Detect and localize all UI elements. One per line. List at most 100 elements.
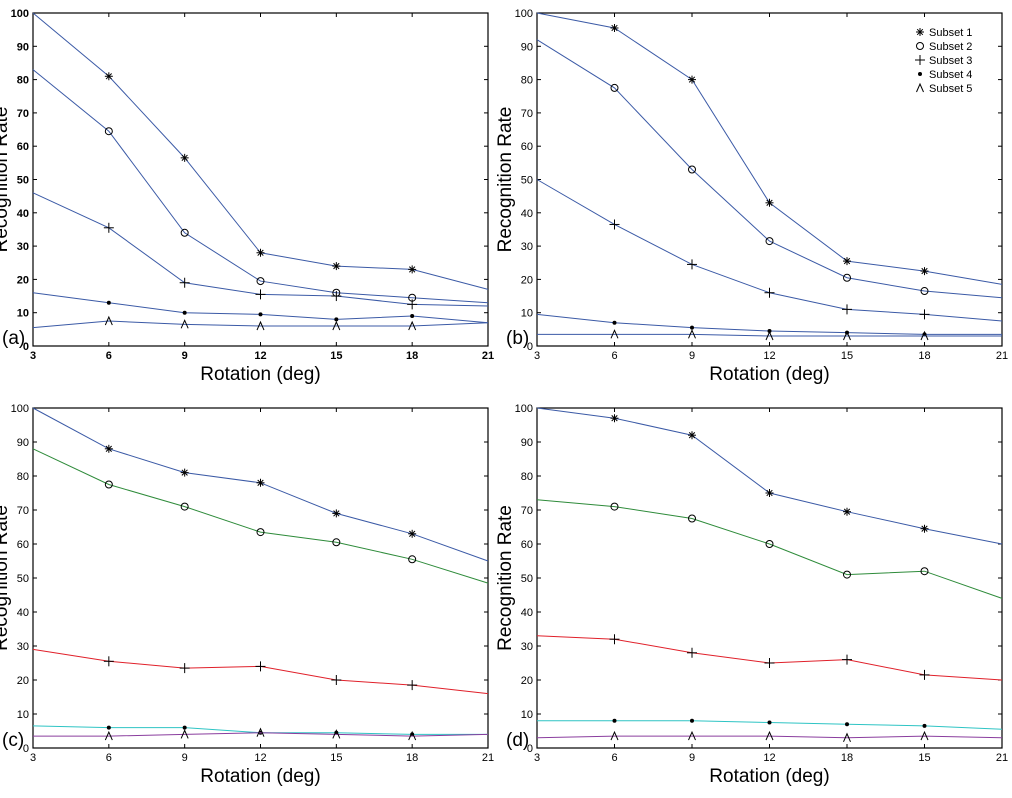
y-tick-label: 50 [521, 175, 533, 187]
y-tick-label: 90 [17, 41, 29, 53]
data-point [104, 730, 113, 741]
x-tick-label: 9 [689, 752, 695, 764]
y-tick-label: 70 [17, 108, 29, 120]
legend-entry: Subset 4 [918, 69, 972, 81]
data-point [609, 634, 620, 645]
data-point [843, 507, 851, 516]
series-line [536, 735, 1003, 739]
data-point [408, 265, 417, 274]
panel-label: (a) [2, 328, 25, 349]
series-line [32, 12, 489, 290]
x-tick-label: 12 [763, 752, 775, 764]
data-point [331, 675, 342, 685]
data-point [843, 570, 851, 579]
x-axis-label: Rotation (deg) [200, 766, 320, 787]
series-5 [536, 730, 1003, 743]
data-point [104, 444, 113, 453]
y-tick-label: 10 [521, 709, 533, 721]
y-tick-label: 10 [17, 308, 29, 320]
series-line [32, 448, 489, 584]
y-tick-label: 90 [521, 437, 533, 449]
series-line [33, 732, 489, 737]
panel-d: 3 6 9 12 18 15 21 0 10 20 30 40 50 60 70 80 90 100 Rotatio… [495, 403, 1008, 787]
data-point [765, 330, 774, 341]
data-point [256, 320, 265, 331]
series-line [32, 648, 489, 695]
series-3 [32, 192, 489, 310]
data-point [182, 725, 187, 730]
y-tick-label: 10 [521, 308, 533, 320]
data-point [255, 661, 266, 672]
x-tick-label: 15 [330, 752, 342, 764]
x-tick-label: 6 [611, 350, 617, 362]
y-tick-label: 50 [521, 573, 533, 585]
data-point [179, 663, 190, 674]
series-4 [32, 292, 489, 324]
data-point [180, 502, 189, 511]
data-point [104, 72, 113, 81]
data-point [690, 325, 694, 330]
x-axis-label: Rotation (deg) [709, 766, 829, 787]
data-point [610, 23, 619, 32]
y-tick-label: 0 [527, 341, 533, 353]
y-tick-label: 100 [11, 403, 29, 415]
x-tick-label: 3 [30, 752, 36, 764]
data-point [688, 165, 696, 174]
data-point [919, 309, 930, 320]
data-point [612, 718, 617, 723]
data-point [843, 273, 851, 282]
x-tick-label: 3 [30, 350, 36, 362]
legend-entry: Subset 3 [915, 55, 972, 67]
data-point [182, 310, 187, 315]
data-point [180, 319, 189, 329]
data-point [687, 647, 697, 658]
data-point [845, 722, 849, 727]
y-tick-label: 100 [11, 8, 29, 20]
data-point [408, 730, 417, 741]
data-point [920, 287, 929, 296]
x-tick-label: 18 [918, 350, 930, 362]
data-point [843, 330, 851, 341]
data-point [256, 528, 265, 537]
data-point [688, 431, 696, 440]
panel-b: 3 6 9 12 15 18 21 0 10 20 30 40 50 60 70 80 90 100 Rotatio… [495, 8, 1008, 385]
x-tick-label: 18 [841, 752, 853, 764]
series-line [536, 407, 1003, 545]
y-tick-label: 70 [17, 505, 29, 517]
y-tick-label: 80 [521, 471, 533, 483]
x-tick-label: 12 [254, 350, 266, 362]
y-axis-label: Recognition Rate [495, 505, 516, 651]
data-point [408, 320, 417, 331]
legend-marker [916, 82, 924, 93]
series-1 [32, 407, 489, 562]
panel-c: 3 6 9 12 15 18 21 0 10 20 30 40 50 60 70 80 90 100 Rotatio… [0, 403, 494, 787]
data-point [331, 291, 342, 302]
y-tick-label: 30 [17, 641, 29, 653]
y-tick-label: 60 [521, 539, 533, 551]
data-point [690, 718, 694, 723]
legend-label: Subset 1 [929, 27, 972, 39]
x-tick-label: 21 [482, 350, 494, 362]
y-axis-label: Recognition Rate [495, 107, 516, 253]
series-2 [536, 39, 1003, 299]
series-2 [32, 69, 489, 304]
data-point [256, 478, 265, 487]
series-line [32, 69, 489, 304]
data-point [609, 219, 620, 230]
data-point [842, 654, 852, 665]
data-point [255, 289, 266, 300]
x-tick-label: 18 [406, 350, 418, 362]
panel-label: (b) [506, 328, 529, 349]
y-tick-label: 60 [17, 141, 29, 153]
legend-label: Subset 2 [929, 41, 972, 53]
data-point [920, 567, 929, 576]
x-axis-label: Rotation (deg) [709, 364, 829, 385]
data-point [610, 83, 619, 92]
data-point [764, 658, 775, 668]
y-tick-label: 60 [17, 539, 29, 551]
y-tick-label: 0 [23, 341, 29, 353]
data-point [920, 267, 929, 276]
data-point [610, 502, 619, 511]
data-point [407, 299, 418, 310]
